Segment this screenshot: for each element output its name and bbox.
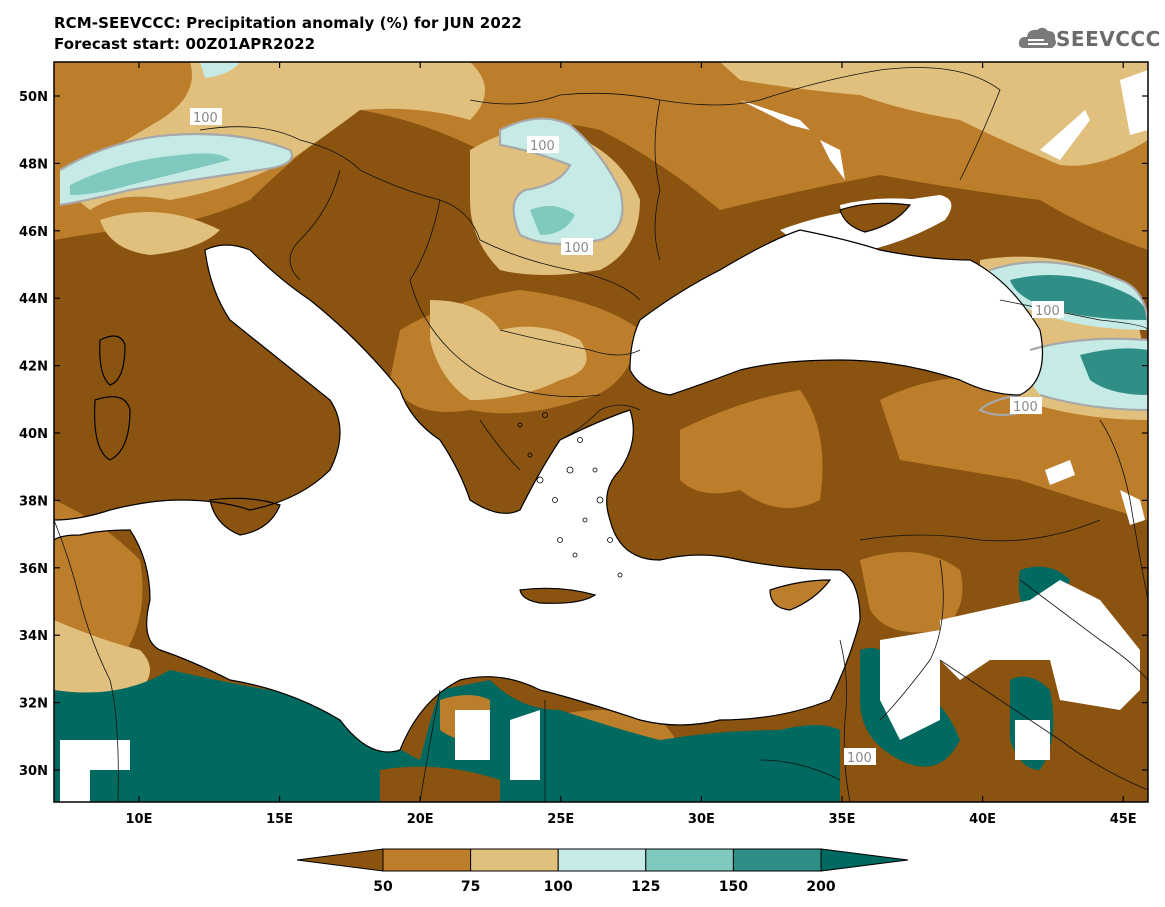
field-slightly-dry-italy-north xyxy=(100,212,220,255)
field-slightly-dry-libya-coast xyxy=(54,620,150,700)
contour-label-box xyxy=(1010,397,1042,414)
colorbar-tick-label: 150 xyxy=(719,879,748,895)
crete xyxy=(520,588,595,604)
contour-label-box xyxy=(527,136,559,153)
field-very-wet-caucasus xyxy=(1010,275,1148,320)
logo-text: SEEVCCC xyxy=(1056,27,1161,51)
black-sea xyxy=(630,230,1043,395)
field-slightly-dry-serbia xyxy=(430,300,587,400)
lat-label: 48N xyxy=(19,157,48,172)
contour-labels: 100 100 100 100 100 100 xyxy=(190,108,1064,766)
lon-label: 40E xyxy=(969,812,996,827)
lat-label: 34N xyxy=(19,629,48,644)
seevccc-logo: SEEVCCC xyxy=(1018,22,1160,56)
missing-data-iraq xyxy=(940,580,1140,710)
colorbar-segment-high xyxy=(820,848,909,872)
field-very-wet-armenia xyxy=(1080,348,1148,395)
corsica xyxy=(99,336,125,385)
missing-data-jordan xyxy=(880,630,940,740)
missing-data-dnieper xyxy=(740,100,810,130)
map-title: RCM-SEEVCCC: Precipitation anomaly (%) f… xyxy=(54,14,522,32)
colorbar-segment xyxy=(645,848,734,872)
lat-label: 46N xyxy=(19,225,48,240)
field-dry-anatolia xyxy=(680,390,823,508)
contour-label: 100 xyxy=(530,139,555,154)
field-dry-syria xyxy=(860,552,963,633)
field-slightly-dry-ukraine xyxy=(720,62,1148,166)
contour-label-box xyxy=(844,748,876,765)
colorbar-tick-label: 75 xyxy=(461,879,480,895)
aegean-islands xyxy=(517,412,623,578)
missing-data-egypt-west xyxy=(510,710,540,780)
lon-label: 15E xyxy=(266,812,293,827)
field-extreme-wet-egypt xyxy=(600,766,660,802)
contour-label-box xyxy=(190,108,222,125)
contour-label-box xyxy=(1032,301,1064,318)
missing-data-saudi xyxy=(1015,720,1050,760)
cyprus xyxy=(770,580,830,610)
contour-label-box xyxy=(561,238,593,255)
map-frame xyxy=(53,61,1149,803)
missing-data-don xyxy=(1040,110,1090,160)
colorbar-segment xyxy=(382,848,472,872)
cloud-logo-icon xyxy=(1018,27,1056,48)
lat-label: 32N xyxy=(19,697,48,712)
crimea xyxy=(840,203,910,232)
field-dry-patch-libya xyxy=(380,766,500,802)
colorbar-tick-label: 125 xyxy=(631,879,660,895)
lon-label: 25E xyxy=(547,812,574,827)
field-extreme-wet-libya xyxy=(54,670,840,802)
lon-label: 30E xyxy=(688,812,715,827)
missing-data-lake xyxy=(1045,460,1075,485)
colorbar: 50 75 100 125 150 200 xyxy=(296,848,909,895)
colorbar-tick-label: 200 xyxy=(806,879,835,895)
lon-label: 45E xyxy=(1110,812,1137,827)
contour-label: 100 xyxy=(847,751,872,766)
colorbar-segment-low xyxy=(296,848,384,872)
precipitation-field xyxy=(54,62,1148,802)
colorbar-tick-label: 100 xyxy=(544,879,573,895)
contour-label: 100 xyxy=(1013,400,1038,415)
longitude-axis: 10E 15E 20E 25E 30E 35E 40E 45E xyxy=(126,62,1137,827)
mediterranean-sea xyxy=(54,245,860,752)
coastlines xyxy=(54,202,1044,753)
colorbar-segment xyxy=(557,848,647,872)
latitude-axis: 50N 48N 46N 44N 42N 40N 38N 36N 34N 32N 30N xyxy=(19,90,1148,779)
lon-label: 10E xyxy=(126,812,153,827)
country-borders xyxy=(54,67,1148,802)
colorbar-segment xyxy=(732,848,822,872)
colorbar-segment xyxy=(470,848,559,872)
lat-label: 38N xyxy=(19,494,48,509)
forecast-start-label: Forecast start: 00Z01APR2022 xyxy=(54,35,316,53)
lat-label: 42N xyxy=(19,360,48,375)
lat-label: 30N xyxy=(19,764,48,779)
missing-data-iran xyxy=(1120,490,1145,525)
missing-data-dnieper-2 xyxy=(820,140,845,180)
caspian-edge xyxy=(1120,70,1148,135)
lat-label: 36N xyxy=(19,562,48,577)
colorbar-tick-label: 50 xyxy=(373,879,393,895)
sardinia xyxy=(94,396,130,460)
field-slightly-wet-top xyxy=(200,62,240,78)
lat-label: 50N xyxy=(19,90,48,105)
lon-label: 20E xyxy=(407,812,434,827)
lat-label: 40N xyxy=(19,427,48,442)
lat-label: 44N xyxy=(19,292,48,307)
field-wet-alps xyxy=(70,153,230,195)
contour-label: 100 xyxy=(1035,304,1060,319)
field-wet-romania xyxy=(530,206,575,235)
missing-data-libya-west xyxy=(60,740,130,802)
contour-label: 100 xyxy=(564,241,589,256)
lon-label: 35E xyxy=(829,812,856,827)
missing-data-libya-east xyxy=(455,710,490,760)
contour-label: 100 xyxy=(193,111,218,126)
